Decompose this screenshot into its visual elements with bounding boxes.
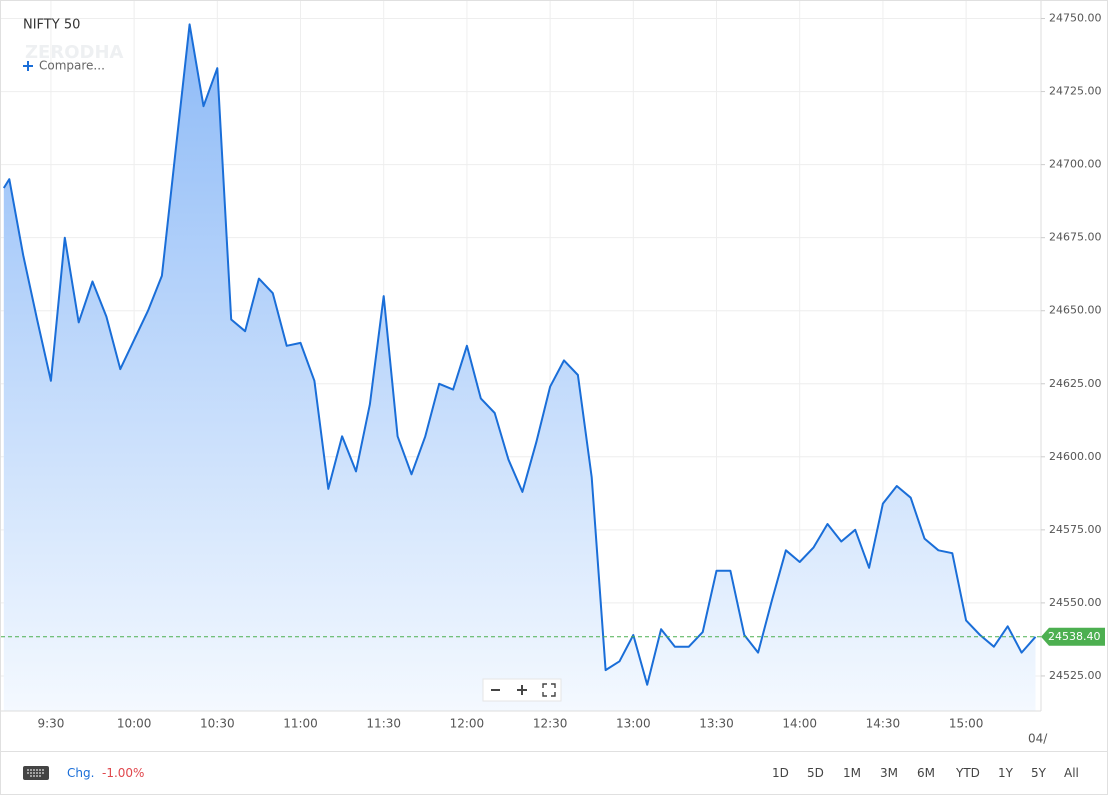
- x-tick-label: 15:00: [949, 717, 984, 731]
- x-tick-label: 13:00: [616, 717, 651, 731]
- x-tick-label: 13:30: [699, 717, 734, 731]
- range-button[interactable]: 1M: [843, 766, 861, 780]
- range-button[interactable]: YTD: [956, 766, 980, 780]
- range-button[interactable]: 5D: [807, 766, 824, 780]
- y-tick-label: 24525.00: [1049, 669, 1102, 682]
- plus-icon: [23, 61, 33, 71]
- range-button[interactable]: 6M: [917, 766, 935, 780]
- x-tick-label: 10:00: [117, 717, 152, 731]
- chart: ZERODHA NIFTY 50 Compare... 24525.00 2455…: [1, 1, 1105, 746]
- last-price-label: 24538.40: [1048, 630, 1101, 643]
- x-tick-label: 10:30: [200, 717, 235, 731]
- price-area: [3, 24, 1036, 711]
- y-tick-label: 24675.00: [1049, 231, 1102, 244]
- x-tick-label: 12:30: [533, 717, 568, 731]
- y-tick-label: 24625.00: [1049, 377, 1102, 390]
- watermark: ZERODHA: [25, 42, 124, 63]
- range-button[interactable]: 1Y: [998, 766, 1013, 780]
- range-button[interactable]: 3M: [880, 766, 898, 780]
- y-tick-label: 24725.00: [1049, 85, 1102, 98]
- last-price-tag: [1041, 627, 1105, 646]
- range-button[interactable]: 5Y: [1031, 766, 1046, 780]
- change-label: Chg.: [67, 766, 95, 780]
- y-tick-label: 24650.00: [1049, 304, 1102, 317]
- x-tick-label: 14:00: [782, 717, 817, 731]
- keyboard-icon[interactable]: [22, 765, 50, 781]
- zoom-controls: [482, 678, 562, 702]
- x-overflow-label: 04/: [1028, 732, 1048, 746]
- compare-label[interactable]: Compare...: [39, 59, 105, 73]
- x-tick-label: 9:30: [37, 717, 64, 731]
- footer-bar: Chg. -1.00% 1D 5D 1M 3M 6M YTD 1Y 5Y All: [1, 751, 1107, 794]
- x-tick-label: 11:00: [283, 717, 318, 731]
- change-value: -1.00%: [102, 766, 145, 780]
- y-tick-label: 24750.00: [1049, 12, 1102, 25]
- range-button[interactable]: All: [1064, 766, 1079, 780]
- range-button[interactable]: 1D: [772, 766, 789, 780]
- x-tick-label: 14:30: [866, 717, 901, 731]
- x-tick-label: 12:00: [450, 717, 485, 731]
- zoom-in[interactable]: [517, 685, 527, 695]
- y-tick-label: 24700.00: [1049, 158, 1102, 171]
- price-line: [2, 23, 1037, 686]
- fullscreen[interactable]: [542, 683, 556, 697]
- x-tick-label: 11:30: [366, 717, 401, 731]
- y-tick-label: 24575.00: [1049, 523, 1102, 536]
- compare-button[interactable]: Compare...: [23, 59, 105, 73]
- y-tick-label: 24600.00: [1049, 450, 1102, 463]
- y-tick-label: 24550.00: [1049, 596, 1102, 609]
- instrument-title: NIFTY 50: [23, 18, 80, 33]
